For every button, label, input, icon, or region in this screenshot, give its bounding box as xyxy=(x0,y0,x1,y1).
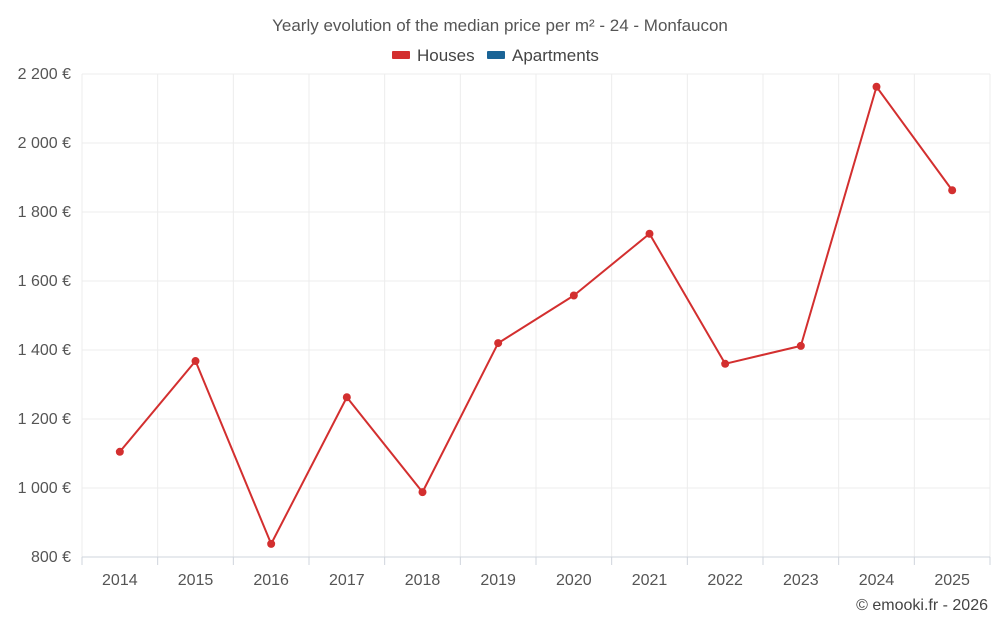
y-tick-label: 1 000 € xyxy=(18,480,71,497)
x-tick-label: 2020 xyxy=(556,572,592,589)
data-point[interactable] xyxy=(872,82,881,91)
x-tick-label: 2017 xyxy=(329,572,365,589)
y-tick-label: 2 200 € xyxy=(18,66,71,83)
x-tick-label: 2016 xyxy=(253,572,289,589)
data-point[interactable] xyxy=(494,339,503,348)
grid xyxy=(81,73,991,557)
y-tick-label: 2 000 € xyxy=(18,135,71,152)
x-tick-label: 2024 xyxy=(859,572,895,589)
legend-item-apartments[interactable]: Apartments xyxy=(487,46,599,65)
x-tick-label: 2015 xyxy=(178,572,214,589)
legend-item-houses[interactable]: Houses xyxy=(392,46,475,65)
x-tick-label: 2018 xyxy=(405,572,441,589)
x-tick-label: 2022 xyxy=(707,572,743,589)
data-point[interactable] xyxy=(115,447,124,456)
series-line-houses xyxy=(119,85,953,545)
y-tick-label: 1 800 € xyxy=(18,204,71,221)
y-tick-label: 800 € xyxy=(31,549,71,566)
x-tick-label: 2025 xyxy=(934,572,970,589)
legend: Houses Apartments xyxy=(392,46,599,65)
series-layer xyxy=(115,82,957,548)
data-point[interactable] xyxy=(721,359,730,368)
x-axis: 2014 2015 2016 2017 2018 2019 2020 2021 2022 2023… xyxy=(81,556,991,589)
credit: © emooki.fr - 2026 xyxy=(856,597,988,614)
y-tick-label: 1 200 € xyxy=(18,411,71,428)
legend-swatch-houses xyxy=(392,51,410,59)
data-point[interactable] xyxy=(267,539,276,548)
data-point[interactable] xyxy=(796,341,805,350)
data-point[interactable] xyxy=(948,186,957,195)
legend-label-apartments: Apartments xyxy=(512,46,599,65)
y-axis: 800 € 1 000 € 1 200 € 1 400 € 1 600 € 1 800 €… xyxy=(18,66,71,566)
chart-title: Yearly evolution of the median price per… xyxy=(272,16,728,35)
y-tick-label: 1 400 € xyxy=(18,342,71,359)
data-point[interactable] xyxy=(569,291,578,300)
legend-label-houses: Houses xyxy=(417,46,475,65)
legend-swatch-apartments xyxy=(487,51,505,59)
data-point[interactable] xyxy=(418,488,427,497)
data-point[interactable] xyxy=(191,357,200,366)
data-point[interactable] xyxy=(645,229,654,238)
x-tick-label: 2019 xyxy=(480,572,516,589)
data-point[interactable] xyxy=(342,393,351,402)
x-tick-label: 2014 xyxy=(102,572,138,589)
y-tick-label: 1 600 € xyxy=(18,273,71,290)
x-tick-label: 2021 xyxy=(632,572,668,589)
x-tick-label: 2023 xyxy=(783,572,819,589)
